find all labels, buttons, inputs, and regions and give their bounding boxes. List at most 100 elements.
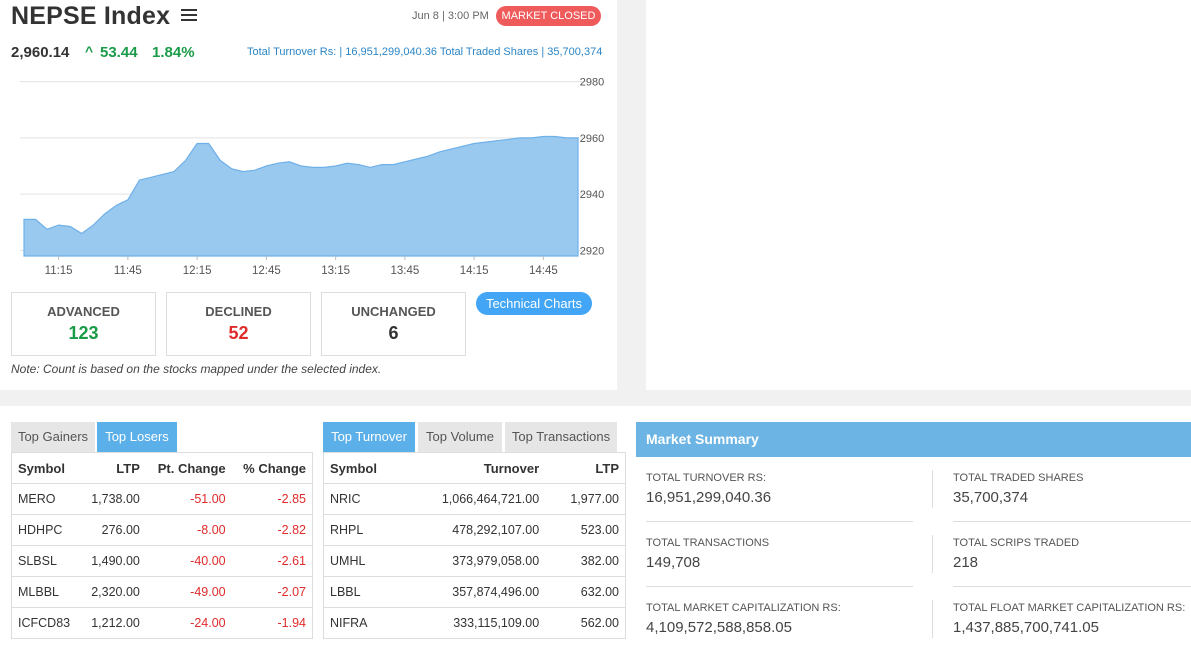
- float-cap-label: TOTAL FLOAT MARKET CAPITALIZATION RS:: [953, 602, 1186, 614]
- x-tick-label: 11:45: [114, 265, 142, 277]
- advanced-label: ADVANCED: [47, 304, 120, 319]
- unchanged-count: 6: [388, 323, 399, 343]
- market-date: Jun 8 | 3:00 PM: [412, 10, 489, 22]
- market-cap-value: 4,109,572,588,858.05: [646, 619, 792, 636]
- ltp-cell: 1,977.00: [545, 483, 626, 515]
- column-header[interactable]: LTP: [545, 452, 626, 484]
- transactions-label: TOTAL TRANSACTIONS: [646, 537, 770, 549]
- turnover-summary-line: Total Turnover Rs: | 16,951,299,040.36 T…: [247, 46, 603, 58]
- divider: [953, 586, 1191, 587]
- ltp-cell: 1,212.00: [80, 607, 146, 639]
- column-header[interactable]: Turnover: [401, 452, 546, 484]
- y-tick-label: 2980: [580, 77, 604, 89]
- table-header-row: Symbol Turnover LTP: [323, 452, 626, 484]
- turnover-cell: 333,115,109.00: [401, 607, 546, 639]
- index-chart[interactable]: 2980 2960 2940 2920 11:15 11:45 12:15 12:45 13:…: [10, 66, 610, 286]
- tab-top-turnover[interactable]: Top Turnover: [323, 422, 415, 452]
- column-header[interactable]: Symbol: [323, 452, 402, 484]
- top-turnover-table: Symbol Turnover LTP NRIC 1,066,464,721.0…: [323, 452, 626, 639]
- turnover-cell: 1,066,464,721.00: [401, 483, 546, 515]
- divider: [953, 521, 1191, 522]
- table-header-row: Symbol LTP Pt. Change % Change: [11, 452, 313, 484]
- percent-change-cell: -2.85: [231, 483, 313, 515]
- x-tick-label: 14:45: [529, 265, 558, 277]
- scrips-traded-value: 218: [953, 554, 979, 571]
- symbol-cell[interactable]: MLBBL: [11, 576, 81, 608]
- ltp-cell: 523.00: [545, 514, 626, 546]
- symbol-cell[interactable]: NIFRA: [323, 607, 402, 639]
- table-row[interactable]: LBBL 357,874,496.00 632.00: [323, 576, 626, 608]
- count-note: Note: Count is based on the stocks mappe…: [11, 362, 382, 376]
- column-header[interactable]: % Change: [231, 452, 313, 484]
- percent-change-cell: -2.82: [231, 514, 313, 546]
- tab-top-losers[interactable]: Top Losers: [97, 422, 177, 452]
- y-tick-label: 2960: [580, 133, 604, 145]
- percent-change-cell: -2.61: [231, 545, 313, 577]
- symbol-cell[interactable]: SLBSL: [11, 545, 81, 577]
- table-row[interactable]: NIFRA 333,115,109.00 562.00: [323, 607, 626, 639]
- x-tick-label: 12:45: [252, 265, 281, 277]
- table-row[interactable]: ICFCD83 1,212.00 -24.00 -1.94: [11, 607, 313, 639]
- column-header[interactable]: Pt. Change: [145, 452, 232, 484]
- advanced-box: ADVANCED 123: [11, 292, 156, 356]
- declined-label: DECLINED: [205, 304, 272, 319]
- percent-change-cell: -2.07: [231, 576, 313, 608]
- percent-change-cell: -1.94: [231, 607, 313, 639]
- symbol-cell[interactable]: RHPL: [323, 514, 402, 546]
- table-row[interactable]: NRIC 1,066,464,721.00 1,977.00: [323, 483, 626, 515]
- transactions-value: 149,708: [646, 554, 701, 571]
- y-tick-label: 2920: [580, 245, 604, 257]
- column-separator: [932, 470, 933, 508]
- ltp-cell: 1,738.00: [80, 483, 146, 515]
- ltp-cell: 2,320.00: [80, 576, 146, 608]
- table-row[interactable]: RHPL 478,292,107.00 523.00: [323, 514, 626, 546]
- x-tick-label: 13:45: [390, 265, 419, 277]
- side-panel: [646, 0, 1191, 390]
- tab-top-gainers[interactable]: Top Gainers: [11, 422, 95, 452]
- table-row[interactable]: MLBBL 2,320.00 -49.00 -2.07: [11, 576, 313, 608]
- up-arrow-icon: ^: [85, 43, 94, 59]
- point-change-cell: -40.00: [145, 545, 232, 577]
- point-change-cell: -49.00: [145, 576, 232, 608]
- traded-shares-label: TOTAL TRADED SHARES: [953, 472, 1084, 484]
- symbol-cell[interactable]: HDHPC: [11, 514, 81, 546]
- x-tick-label: 11:15: [45, 265, 73, 277]
- unchanged-box: UNCHANGED 6: [321, 292, 466, 356]
- turnover-label: TOTAL TURNOVER RS:: [646, 472, 767, 484]
- table-row[interactable]: HDHPC 276.00 -8.00 -2.82: [11, 514, 313, 546]
- technical-charts-button[interactable]: Technical Charts: [476, 292, 592, 315]
- symbol-cell[interactable]: MERO: [11, 483, 81, 515]
- ltp-cell: 632.00: [545, 576, 626, 608]
- declined-box: DECLINED 52: [166, 292, 311, 356]
- ltp-cell: 276.00: [80, 514, 146, 546]
- table-row[interactable]: SLBSL 1,490.00 -40.00 -2.61: [11, 545, 313, 577]
- float-cap-value: 1,437,885,700,741.05: [953, 619, 1099, 636]
- symbol-cell[interactable]: UMHL: [323, 545, 402, 577]
- tab-top-volume[interactable]: Top Volume: [418, 422, 502, 452]
- turnover-value: 16,951,299,040.36: [646, 489, 772, 506]
- traded-shares-value: 35,700,374: [953, 489, 1029, 506]
- point-change-cell: -24.00: [145, 607, 232, 639]
- symbol-cell[interactable]: NRIC: [323, 483, 402, 515]
- table-row[interactable]: UMHL 373,979,058.00 382.00: [323, 545, 626, 577]
- symbol-cell[interactable]: LBBL: [323, 576, 402, 608]
- tab-top-transactions[interactable]: Top Transactions: [505, 422, 617, 452]
- column-header[interactable]: LTP: [80, 452, 146, 484]
- menu-icon[interactable]: [181, 9, 197, 25]
- index-value: 2,960.14: [11, 44, 70, 61]
- divider: [646, 586, 913, 587]
- ltp-cell: 562.00: [545, 607, 626, 639]
- advanced-count: 123: [68, 323, 99, 343]
- y-tick-label: 2940: [580, 189, 604, 201]
- declined-count: 52: [228, 323, 249, 343]
- turnover-cell: 478,292,107.00: [401, 514, 546, 546]
- market-summary-title: Market Summary: [636, 422, 1191, 457]
- turnover-cell: 373,979,058.00: [401, 545, 546, 577]
- column-header[interactable]: Symbol: [11, 452, 81, 484]
- point-change-cell: -51.00: [145, 483, 232, 515]
- divider: [646, 521, 913, 522]
- x-tick-label: 12:15: [183, 265, 212, 277]
- x-tick-label: 13:15: [321, 265, 350, 277]
- symbol-cell[interactable]: ICFCD83: [11, 607, 81, 639]
- table-row[interactable]: MERO 1,738.00 -51.00 -2.85: [11, 483, 313, 515]
